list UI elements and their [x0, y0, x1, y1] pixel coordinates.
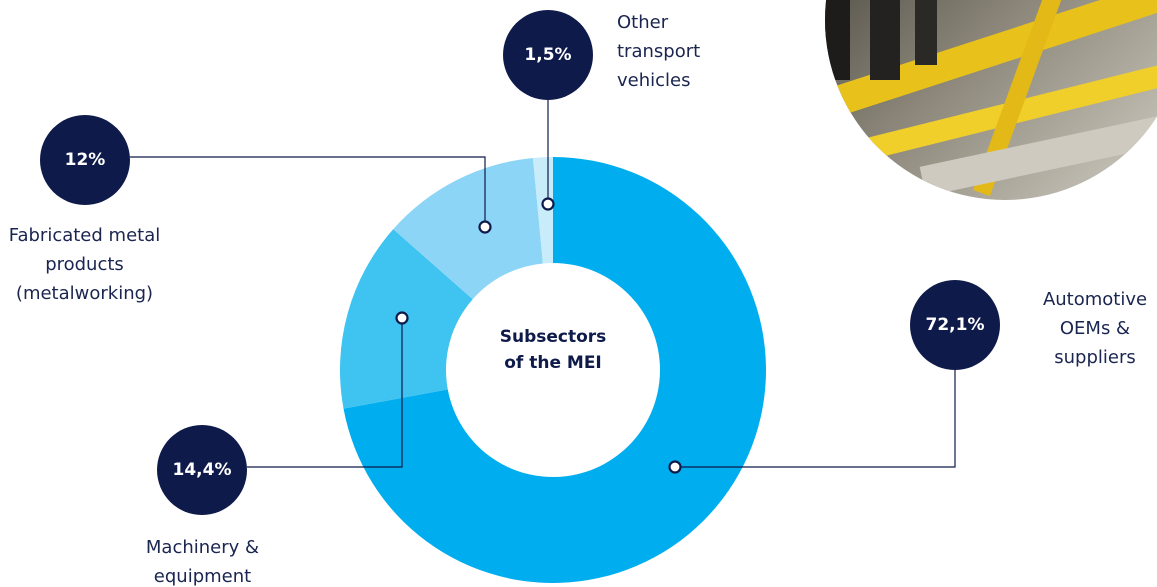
- value-label: 12%: [40, 115, 130, 205]
- donut-segment: [393, 157, 543, 300]
- category-label: Automotive OEMs & suppliers: [1042, 289, 1148, 368]
- leader-dot: [668, 460, 682, 474]
- leader-dot: [478, 220, 492, 234]
- value-label: 1,5%: [503, 10, 593, 100]
- value-label: 14,4%: [157, 425, 247, 515]
- leader-dot: [541, 197, 555, 211]
- leader-dot: [395, 311, 409, 325]
- leader-line: [130, 156, 486, 227]
- category-label: Machinery & equipment: [145, 537, 260, 587]
- leader-line: [247, 318, 403, 468]
- category-label: Other transport vehicles: [617, 12, 701, 91]
- donut-segment: [343, 157, 766, 583]
- leader-line: [675, 370, 956, 468]
- chart-title: Subsectors of the MEI: [499, 327, 607, 373]
- factory-photo: [825, 0, 1157, 200]
- value-label: 72,1%: [910, 280, 1000, 370]
- category-label: Fabricated metal products (metalworking): [8, 225, 161, 304]
